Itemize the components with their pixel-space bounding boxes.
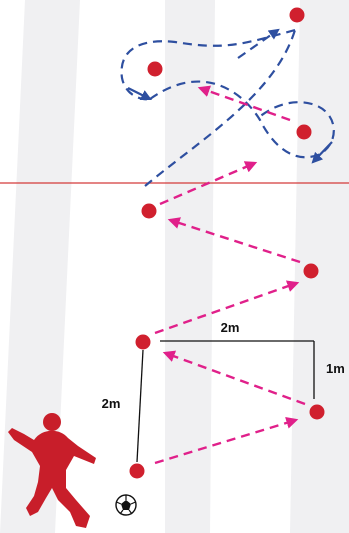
cone-marker (147, 61, 163, 77)
run-arrow-left (127, 87, 152, 100)
pitch-stripe (290, 0, 349, 533)
cone-marker (141, 203, 157, 219)
pitch-stripe (0, 0, 80, 533)
cone-marker (303, 263, 319, 279)
pass-arrow (197, 85, 291, 122)
dimension-label-width: 2m (221, 320, 240, 335)
pass-arrow (167, 217, 301, 264)
cone-marker (309, 404, 325, 420)
player-shooting-icon (8, 413, 96, 528)
pass-arrow (162, 350, 306, 406)
soccer-ball-icon (115, 494, 137, 516)
pass-arrow (159, 161, 258, 206)
pass-arrow (154, 280, 300, 335)
run-path-top-arrow (237, 28, 280, 59)
cone-marker (129, 463, 145, 479)
pitch-stripe (165, 0, 215, 533)
pass-arrow (154, 417, 299, 465)
dimension-label-lateral: 1m (326, 361, 345, 376)
run-arrow-right (311, 141, 333, 164)
dimension-line-depth (136, 349, 144, 463)
cone-marker (135, 334, 151, 350)
run-path-left-loop-return (120, 28, 296, 101)
run-path-right-loop (149, 80, 335, 159)
run-path-left-loop (144, 29, 297, 187)
cone-marker (296, 124, 312, 140)
dimension-label-depth: 2m (102, 396, 121, 411)
cone-marker (289, 7, 305, 23)
